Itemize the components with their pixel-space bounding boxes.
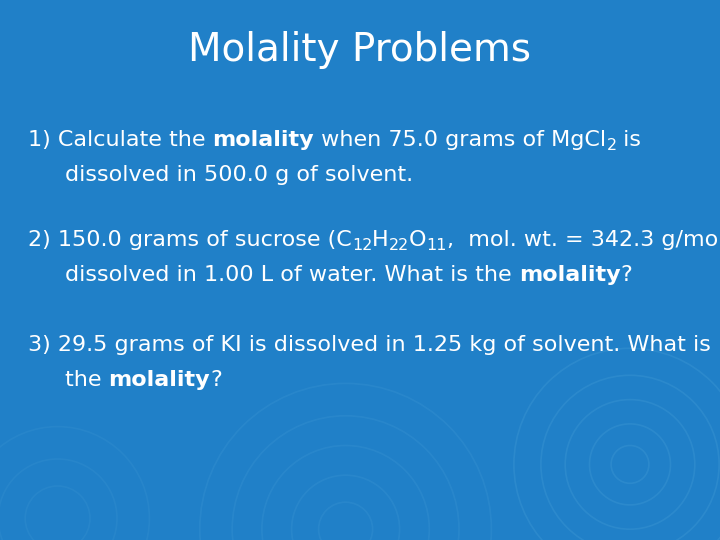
Text: molality: molality — [109, 370, 210, 390]
Text: 12: 12 — [352, 239, 372, 253]
Text: 3) 29.5 grams of KI is dissolved in 1.25 kg of solvent. What is: 3) 29.5 grams of KI is dissolved in 1.25… — [28, 335, 711, 355]
Text: ?: ? — [210, 370, 222, 390]
Text: the: the — [65, 370, 109, 390]
Text: molality: molality — [518, 265, 621, 285]
Text: is: is — [616, 130, 642, 150]
Text: 22: 22 — [389, 239, 409, 253]
Text: H: H — [372, 230, 389, 250]
Text: 2) 150.0 grams of sucrose (C: 2) 150.0 grams of sucrose (C — [28, 230, 352, 250]
Text: when 75.0 grams of MgCl: when 75.0 grams of MgCl — [314, 130, 606, 150]
Text: O: O — [409, 230, 426, 250]
Text: ?: ? — [621, 265, 632, 285]
Text: dissolved in 500.0 g of solvent.: dissolved in 500.0 g of solvent. — [65, 165, 413, 185]
Text: 1) Calculate the: 1) Calculate the — [28, 130, 212, 150]
Text: molality: molality — [212, 130, 314, 150]
Text: Molality Problems: Molality Problems — [189, 31, 531, 69]
Text: 11: 11 — [426, 239, 447, 253]
Text: dissolved in 1.00 L of water. What is the: dissolved in 1.00 L of water. What is th… — [65, 265, 518, 285]
Text: ,  mol. wt. = 342.3 g/mol) is: , mol. wt. = 342.3 g/mol) is — [447, 230, 720, 250]
Text: 2: 2 — [606, 138, 616, 153]
